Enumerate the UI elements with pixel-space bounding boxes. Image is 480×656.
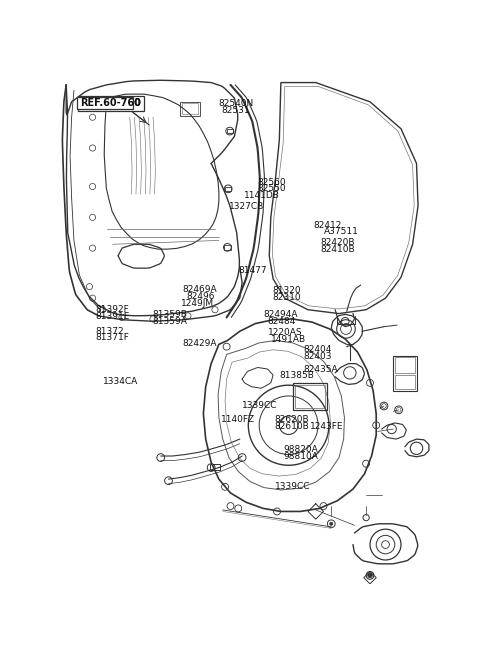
Text: 82435A: 82435A: [304, 365, 338, 374]
Text: REF.60-760: REF.60-760: [81, 98, 141, 108]
Text: 1243FE: 1243FE: [310, 422, 344, 431]
Text: 82494A: 82494A: [264, 310, 299, 319]
Text: REF.60-760: REF.60-760: [81, 98, 141, 108]
Bar: [224, 245, 230, 250]
Text: 81371F: 81371F: [96, 333, 129, 342]
Text: 81320: 81320: [272, 287, 300, 295]
Text: 82560: 82560: [257, 178, 286, 187]
Text: 1220AS: 1220AS: [267, 328, 302, 337]
Bar: [295, 385, 325, 407]
Text: 81359A: 81359A: [152, 317, 187, 325]
Bar: [292, 383, 327, 410]
Bar: [393, 356, 417, 390]
Text: 81477: 81477: [239, 266, 267, 275]
Text: 82620B: 82620B: [275, 415, 309, 424]
Text: A37511: A37511: [324, 227, 359, 236]
Text: 81392F: 81392F: [96, 305, 129, 314]
Circle shape: [330, 522, 333, 525]
Text: 82310: 82310: [272, 293, 300, 302]
Bar: [227, 129, 233, 133]
Text: 1334CA: 1334CA: [103, 377, 138, 386]
Bar: [225, 186, 231, 191]
Text: 81359B: 81359B: [152, 310, 187, 319]
FancyBboxPatch shape: [77, 97, 132, 108]
Text: 1491AB: 1491AB: [271, 335, 306, 344]
Text: 82404: 82404: [304, 346, 332, 354]
Text: 82429A: 82429A: [183, 339, 217, 348]
Text: 82403: 82403: [304, 352, 332, 361]
Text: 1249JM: 1249JM: [181, 299, 214, 308]
Bar: [180, 102, 200, 115]
Text: 82410B: 82410B: [321, 245, 355, 254]
Text: 1339CC: 1339CC: [242, 401, 278, 410]
Text: 82469A: 82469A: [183, 285, 217, 295]
Bar: [395, 358, 415, 373]
Text: 98810A: 98810A: [283, 452, 318, 461]
Circle shape: [368, 573, 372, 578]
Bar: [181, 104, 198, 114]
Text: 82412: 82412: [313, 220, 341, 230]
Text: 98820A: 98820A: [283, 445, 318, 455]
Text: 82496: 82496: [186, 293, 215, 301]
Text: REF.60-760: REF.60-760: [81, 98, 141, 108]
Text: 1327CB: 1327CB: [229, 201, 264, 211]
Text: 81391E: 81391E: [96, 312, 130, 321]
Text: 82484: 82484: [267, 317, 296, 325]
Bar: [395, 375, 415, 389]
Text: 81385B: 81385B: [279, 371, 314, 380]
Text: 1140FZ: 1140FZ: [221, 415, 255, 424]
Bar: [210, 464, 220, 470]
Text: 1339CC: 1339CC: [275, 482, 311, 491]
Text: 82420B: 82420B: [321, 238, 355, 247]
Text: 82550: 82550: [257, 184, 286, 194]
Text: 81372: 81372: [96, 327, 124, 336]
Text: 1141DB: 1141DB: [244, 192, 280, 200]
Text: 82540N: 82540N: [218, 100, 253, 108]
Text: 82531: 82531: [222, 106, 251, 115]
Text: 82610B: 82610B: [275, 422, 310, 431]
